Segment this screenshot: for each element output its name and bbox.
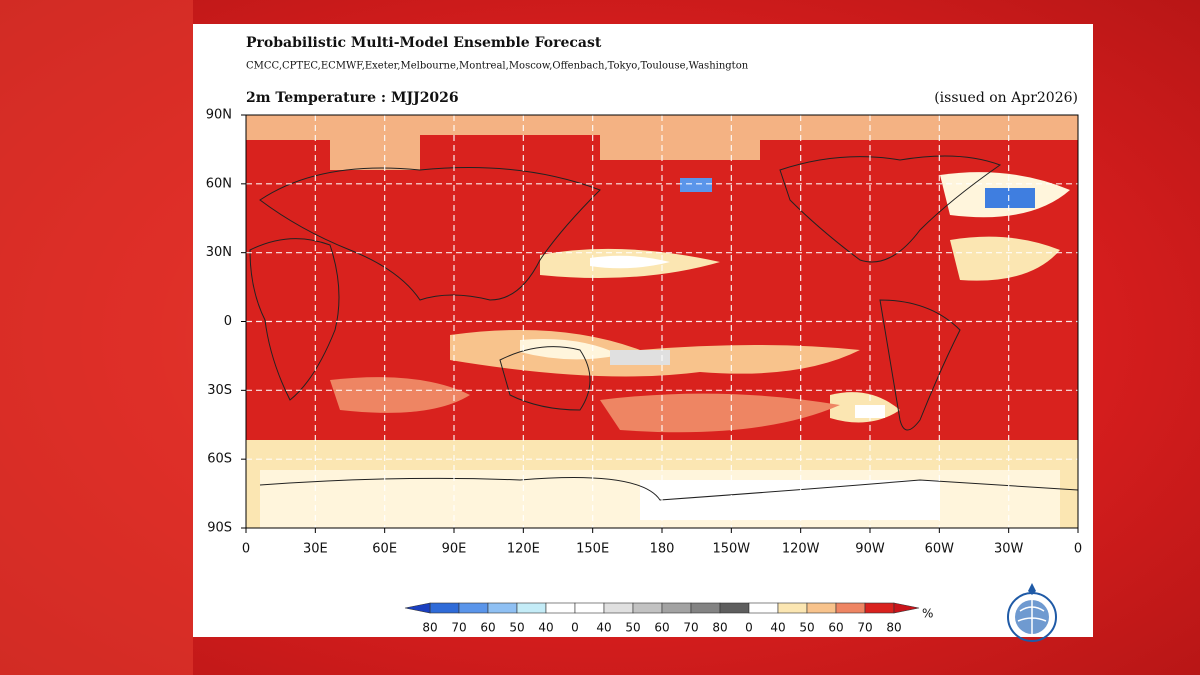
issued: (issued on Apr2026) [934, 90, 1078, 106]
colorbar-label: 0 [571, 621, 579, 635]
lon-label: 120E [507, 542, 540, 557]
title: Probabilistic Multi-Model Ensemble Forec… [246, 35, 602, 51]
colorbar-label: 60 [828, 621, 843, 635]
lat-label: 60S [207, 452, 232, 467]
colorbar-label: 50 [625, 621, 640, 635]
colorbar-box [429, 602, 460, 614]
map-title: 2m Temperature : MJJ2026 [246, 90, 459, 106]
colorbar-label: 50 [509, 621, 524, 635]
colorbar-box [487, 602, 518, 614]
colorbar-label: 80 [712, 621, 727, 635]
lon-label: 0 [242, 542, 250, 557]
lat-label: 90S [207, 521, 232, 536]
region [640, 480, 940, 520]
colorbar-box [719, 602, 750, 614]
blur-left [0, 0, 193, 675]
lat-label: 90N [206, 108, 232, 123]
lon-label: 150W [712, 542, 750, 557]
region [590, 255, 670, 269]
lon-label: 60E [372, 542, 397, 557]
region [855, 405, 885, 418]
colorbar-box [864, 602, 895, 614]
region [680, 178, 712, 192]
map [245, 114, 1079, 529]
colorbar: 80 70 60 50 40 0 40 50 60 70 80 0 40 50 60 70 80% [404, 602, 933, 635]
colorbar-box [632, 602, 663, 614]
region [950, 236, 1060, 281]
colorbar-box [603, 602, 634, 614]
region [610, 350, 670, 365]
models: CMCC,CPTEC,ECMWF,Exeter,Melbourne,Montre… [246, 61, 749, 72]
colorbar-box [545, 602, 576, 614]
lat-label: 0 [224, 314, 232, 329]
lat-label: 30N [206, 245, 232, 260]
axis-labels: 90N 60N 30N 0 30S 60S 90S 0 30E 60E 90E 120E 150E 180… [206, 108, 1082, 557]
colorbar-box [777, 602, 808, 614]
colorbar-label: 40 [538, 621, 553, 635]
lon-label: 90W [855, 542, 885, 557]
region [600, 393, 840, 433]
colorbar-box [516, 602, 547, 614]
grid [246, 115, 1078, 528]
lon-label: 30E [303, 542, 328, 557]
colorbar-label: 60 [654, 621, 669, 635]
colorbar-box [458, 602, 489, 614]
lon-label: 30W [994, 542, 1024, 557]
colorbar-label: 80 [886, 621, 901, 635]
colorbar-label: 70 [857, 621, 872, 635]
colorbar-label: 80 [422, 621, 437, 635]
region [985, 188, 1035, 208]
region [330, 377, 470, 413]
colorbar-label: 70 [451, 621, 466, 635]
colorbar-box [690, 602, 721, 614]
colorbar-high [893, 602, 920, 614]
region [520, 339, 620, 360]
colorbar-box [806, 602, 837, 614]
lon-label: 0 [1074, 542, 1082, 557]
colorbar-label: 50 [799, 621, 814, 635]
colorbar-unit: % [922, 607, 933, 621]
lon-label: 90E [442, 542, 467, 557]
colorbar-box [574, 602, 605, 614]
coastlines [249, 155, 1079, 501]
colorbar-label: 40 [596, 621, 611, 635]
colorbar-box [661, 602, 692, 614]
lon-label: 120W [782, 542, 820, 557]
colorbar-label: 40 [770, 621, 785, 635]
lat-label: 30S [207, 383, 232, 398]
colorbar-label: 60 [480, 621, 495, 635]
colorbar-low [404, 602, 431, 614]
colorbar-label: 70 [683, 621, 698, 635]
colorbar-box [835, 602, 866, 614]
lon-label: 150E [576, 542, 609, 557]
colorbar-label: 0 [745, 621, 753, 635]
lon-label: 180 [650, 542, 675, 557]
lat-label: 60N [206, 176, 232, 191]
wmo-logo [1007, 583, 1057, 642]
lon-label: 60W [925, 542, 955, 557]
colorbar-box [748, 602, 779, 614]
